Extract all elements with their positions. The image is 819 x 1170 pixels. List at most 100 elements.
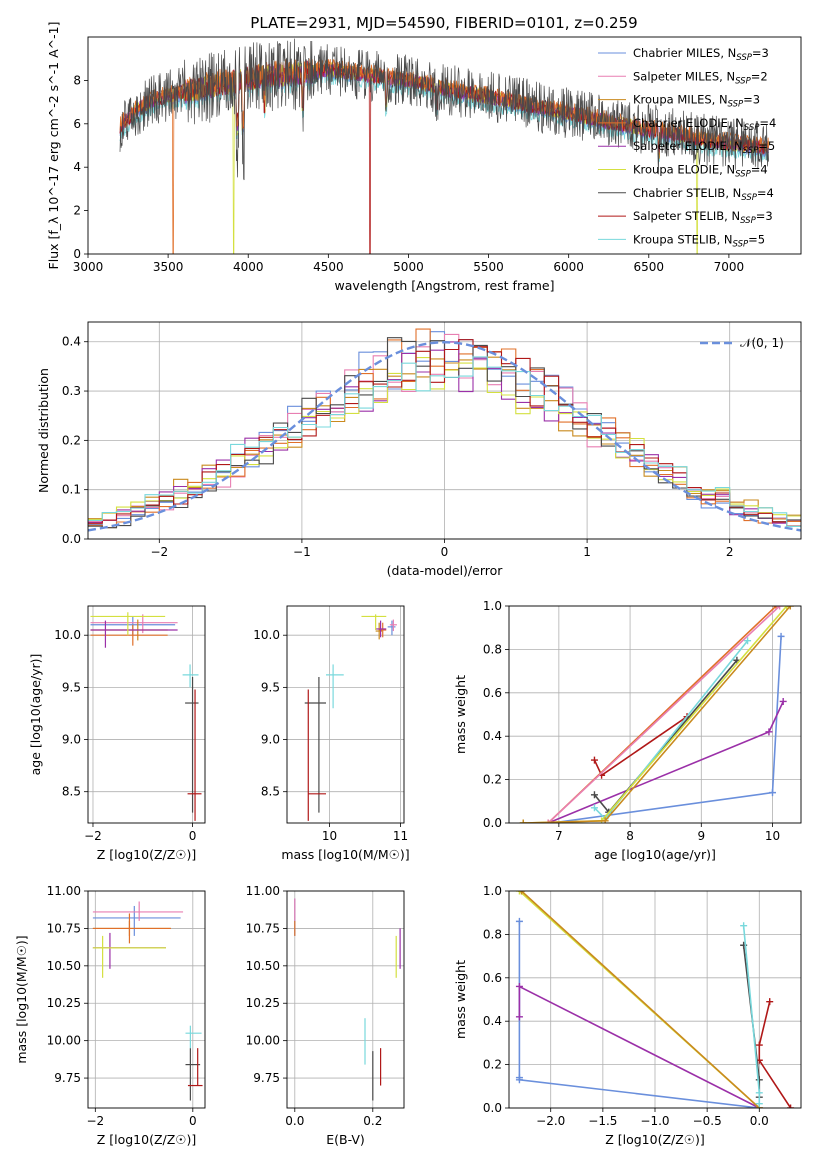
spectrum-ylabel: Flux [f_λ 10^-17 erg cm^-2 s^-1 A^-1] xyxy=(46,22,61,270)
mass-weight-vs-Z-ytick-label: 0.0 xyxy=(483,1101,502,1115)
legend-entry: Kroupa MILES, NSSP=3 xyxy=(633,93,760,110)
mass-weight-vs-age-plot-area xyxy=(519,606,794,823)
mass-weight-vs-age-panel: 7 8 9 10 0.0 0.2 0.4 0.6 0.8 1.0 age [log10(age/yr… xyxy=(453,599,802,862)
mass-weight-vs-age-series-kroupa-miles xyxy=(519,606,794,823)
series-marker xyxy=(515,1013,523,1021)
mass-vs-Z-ytick-label: 10.25 xyxy=(47,996,81,1010)
residuals-ytick-label: 0.1 xyxy=(62,483,81,497)
residuals-ytick-label: 0.2 xyxy=(62,433,81,447)
age-vs-mass-xtick-label: 10 xyxy=(322,829,337,843)
residuals-xlabel: (data-model)/error xyxy=(387,563,504,578)
age-vs-mass-point-chabrier-miles xyxy=(387,620,396,636)
mass-vs-ebv-ytick-label: 10.25 xyxy=(246,996,280,1010)
reference-normal-curve xyxy=(88,340,801,532)
series-marker xyxy=(590,804,598,812)
age-vs-mass-xtick-label: 11 xyxy=(393,829,408,843)
mass-vs-Z-plot-area xyxy=(92,901,203,1101)
age-vs-mass-ytick-label: 8.5 xyxy=(261,785,280,799)
mass-vs-Z-panel: −2 0 9.75 10.00 10.25 10.50 10.75 11.00 Z [log10… xyxy=(14,884,206,1147)
spectrum-legend: Chabrier MILES, NSSP=3 Salpeter MILES, NS… xyxy=(598,46,776,249)
mass-vs-ebv-panel: 0.0 0.2 9.75 10.00 10.25 10.50 10.75 11.00 E(B-V… xyxy=(246,884,405,1147)
age-vs-Z-ytick-label: 10.0 xyxy=(54,628,81,642)
mass-vs-Z-point-kroupa-elodie xyxy=(92,935,166,978)
mass-weight-vs-age-ylabel: mass weight xyxy=(453,675,468,754)
age-vs-mass-point-kroupa-stelib xyxy=(326,664,344,709)
spectrum-line-chabrier-stelib xyxy=(119,38,769,181)
legend-entry: 𝒩(0, 1) xyxy=(740,336,784,350)
mass-vs-ebv-ytick-label: 10.75 xyxy=(246,921,280,935)
residuals-ytick-label: 0.4 xyxy=(62,335,81,349)
age-vs-Z-xtick-label: −2 xyxy=(84,829,102,843)
mass-weight-vs-Z-xtick-label: −2.0 xyxy=(536,1114,565,1128)
series-line xyxy=(547,606,781,823)
age-vs-Z-ytick-label: 9.5 xyxy=(62,680,81,694)
mass-weight-vs-Z-ytick-label: 0.6 xyxy=(483,971,502,985)
age-vs-Z-point-salpeter-stelib xyxy=(187,689,202,821)
series-marker xyxy=(776,606,784,610)
age-vs-Z-point-kroupa-elodie xyxy=(90,612,166,636)
age-vs-Z-ylabel: age [log10(age/yr)] xyxy=(28,654,43,776)
mass-vs-Z-ytick-label: 10.00 xyxy=(47,1034,81,1048)
spectrum-xtick-label: 3000 xyxy=(73,260,104,274)
residuals-plot-area xyxy=(88,328,801,532)
age-vs-mass-ytick-label: 9.0 xyxy=(261,733,280,747)
mass-weight-vs-Z-xtick-label: −0.5 xyxy=(693,1114,722,1128)
age-vs-Z-point-chabrier-stelib xyxy=(185,676,199,813)
residuals-frame xyxy=(87,321,802,540)
mass-weight-vs-age-xlabel: age [log10(age/yr)] xyxy=(594,847,716,862)
mass-weight-vs-Z-xtick-label: −1.0 xyxy=(640,1114,669,1128)
mass-vs-Z-ytick-label: 10.75 xyxy=(47,921,81,935)
series-marker xyxy=(519,819,527,823)
mass-weight-vs-Z-plot-area xyxy=(515,891,795,1108)
mass-weight-vs-age-ytick-label: 0.2 xyxy=(483,773,502,787)
mass-vs-ebv-xlabel: E(B-V) xyxy=(326,1132,365,1147)
age-vs-mass-frame xyxy=(286,605,405,824)
mass-vs-ebv-ytick-label: 10.00 xyxy=(246,1034,280,1048)
residuals-ylabel: Normed distribution xyxy=(36,368,51,493)
series-marker xyxy=(779,697,787,705)
age-vs-mass-plot-area xyxy=(304,614,397,821)
mass-weight-vs-Z-ytick-label: 0.4 xyxy=(483,1014,502,1028)
legend-entry: Salpeter STELIB, NSSP=3 xyxy=(633,209,773,226)
mass-weight-vs-age-xtick-label: 7 xyxy=(555,829,563,843)
age-vs-mass-xlabel: mass [log10(M/M☉)] xyxy=(281,847,409,862)
series-marker xyxy=(515,982,523,990)
mass-weight-vs-age-xtick-label: 9 xyxy=(697,829,705,843)
series-marker xyxy=(755,1100,763,1108)
series-marker xyxy=(755,1041,763,1049)
mass-vs-Z-xtick-label: −2 xyxy=(86,1114,104,1128)
mass-vs-Z-point-kroupa-stelib xyxy=(185,1025,202,1049)
series-marker xyxy=(755,1089,763,1097)
series-marker xyxy=(518,891,526,895)
mass-weight-vs-Z-xlabel: Z [log10(Z/Z☉)] xyxy=(605,1132,705,1147)
mass-vs-Z-point-chabrier-elodie xyxy=(92,913,171,944)
mass-vs-ebv-frame xyxy=(286,890,405,1109)
age-vs-Z-plot-area xyxy=(90,612,202,821)
series-marker xyxy=(787,1104,795,1108)
spectrum-xtick-label: 4000 xyxy=(233,260,264,274)
spectrum-xtick-label: 6000 xyxy=(553,260,584,274)
mass-weight-vs-Z-ytick-label: 1.0 xyxy=(483,884,502,898)
panels: 3000 3500 4000 4500 5000 5500 6000 6500 70000246… xyxy=(14,22,802,1147)
age-vs-mass-panel: 10 11 8.5 9.0 9.5 10.0 mass [log10(M/M☉)] xyxy=(253,605,410,862)
mass-weight-vs-age-ytick-label: 0.6 xyxy=(483,686,502,700)
residual-hist-salpeter-stelib xyxy=(88,339,801,527)
series-marker xyxy=(590,756,598,764)
age-vs-mass-point-salpeter-elodie xyxy=(375,620,387,638)
age-vs-mass-point-salpeter-miles xyxy=(389,619,397,632)
series-marker xyxy=(515,891,523,895)
legend-entry: Salpeter ELODIE, NSSP=5 xyxy=(633,139,775,156)
mass-vs-Z-point-salpeter-miles xyxy=(92,901,184,921)
residuals-panel: −2 −1 0 1 2 0.0 0.1 0.2 0.3 0.4 (data-model)/error… xyxy=(36,321,802,578)
series-marker xyxy=(601,817,609,823)
age-vs-mass-point-salpeter-stelib xyxy=(307,689,326,821)
age-vs-Z-ytick-label: 8.5 xyxy=(62,785,81,799)
series-marker xyxy=(786,606,794,610)
legend-entry: Chabrier ELODIE, NSSP=4 xyxy=(633,116,776,133)
age-vs-Z-frame xyxy=(87,605,206,824)
mass-weight-vs-Z-xtick-label: −1.5 xyxy=(588,1114,617,1128)
mass-vs-Z-ylabel: mass [log10(M/M☉)] xyxy=(14,935,29,1063)
mass-weight-vs-age-xtick-label: 10 xyxy=(765,829,780,843)
mass-weight-vs-Z-ytick-label: 0.8 xyxy=(483,927,502,941)
